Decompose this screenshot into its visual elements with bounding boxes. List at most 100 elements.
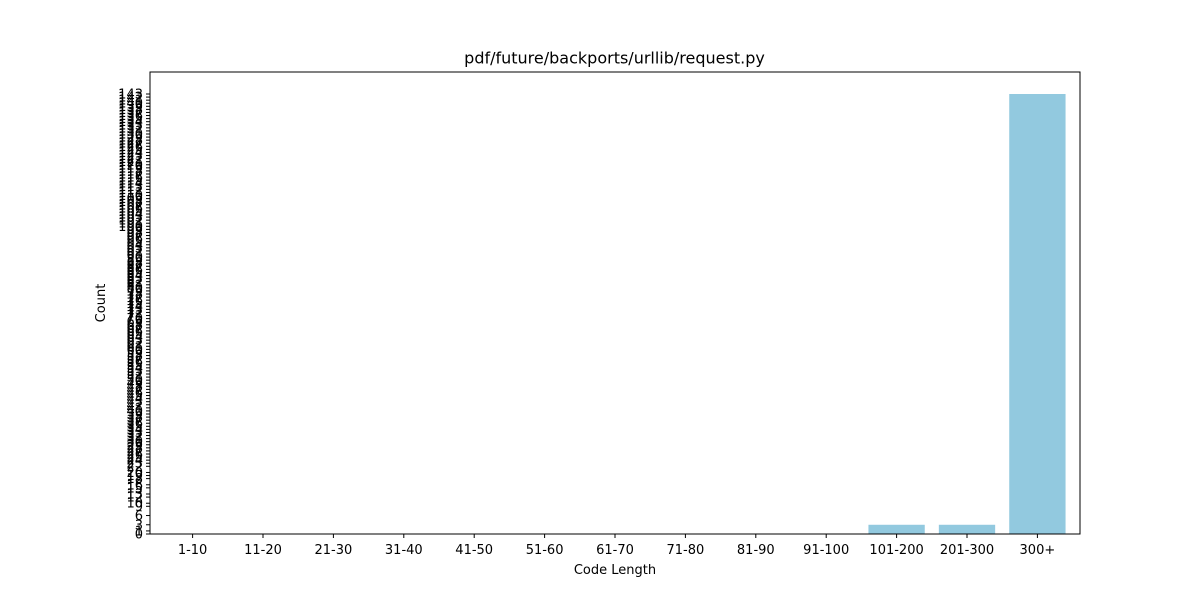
y-tick-label: 75 <box>126 297 143 312</box>
y-tick-label: 119 <box>118 161 143 176</box>
y-tick-label: 23 <box>126 457 143 472</box>
y-tick-label: 78 <box>126 288 143 303</box>
y-tick-label: 3 <box>135 518 143 533</box>
y-tick-label: 135 <box>118 112 143 127</box>
x-axis-title: Code Length <box>574 563 656 578</box>
x-tick-label: 201-300 <box>940 543 994 558</box>
y-tick-label: 87 <box>126 260 143 275</box>
y-axis: 0136910121315161819202223242526272829303… <box>118 88 150 543</box>
y-tick-label: 26 <box>126 448 143 463</box>
y-tick-label: 106 <box>118 201 143 216</box>
y-tick-label: 16 <box>126 478 143 493</box>
y-tick-label: 18 <box>126 472 143 487</box>
x-tick-label: 101-200 <box>869 543 923 558</box>
y-tick-label: 20 <box>126 466 143 481</box>
y-tick-label: 30 <box>126 435 143 450</box>
y-tick-label: 39 <box>126 408 143 423</box>
bars-group <box>868 94 1066 534</box>
y-tick-label: 109 <box>118 192 143 207</box>
y-tick-label: 88 <box>126 257 143 272</box>
y-tick-label: 81 <box>126 278 143 293</box>
y-tick-label: 72 <box>126 306 143 321</box>
y-tick-label: 15 <box>126 481 143 496</box>
y-tick-label: 134 <box>118 115 143 130</box>
y-tick-label: 60 <box>126 343 143 358</box>
y-tick-label: 111 <box>118 186 143 201</box>
y-tick-label: 43 <box>126 395 143 410</box>
y-tick-label: 143 <box>118 88 143 103</box>
y-tick-label: 92 <box>126 244 143 259</box>
y-tick-label: 1 <box>135 524 143 539</box>
y-tick-label: 133 <box>118 118 143 133</box>
y-tick-label: 59 <box>126 346 143 361</box>
chart-title: pdf/future/backports/urllib/request.py <box>464 49 765 68</box>
y-tick-label: 85 <box>126 266 143 281</box>
y-tick-label: 97 <box>126 229 143 244</box>
x-tick-label: 11-20 <box>244 543 282 558</box>
y-tick-label: 82 <box>126 275 143 290</box>
y-tick-label: 94 <box>126 238 143 253</box>
y-tick-label: 99 <box>126 223 143 238</box>
x-tick-label: 51-60 <box>526 543 564 558</box>
x-tick-label: 1-10 <box>178 543 208 558</box>
y-tick-label: 139 <box>118 100 143 115</box>
y-tick-label: 122 <box>118 152 143 167</box>
y-tick-label: 80 <box>126 281 143 296</box>
x-tick-label: 61-70 <box>596 543 634 558</box>
y-tick-label: 66 <box>126 324 143 339</box>
x-axis: 1-10 11-20 21-30 31-40 41-50 51-60 61-70 71-80 8… <box>178 534 1055 558</box>
y-tick-label: 52 <box>126 368 143 383</box>
y-tick-label: 10 <box>126 497 143 512</box>
y-tick-label: 68 <box>126 318 143 333</box>
y-tick-label: 12 <box>126 491 143 506</box>
y-tick-label: 108 <box>118 195 143 210</box>
y-tick-label: 58 <box>126 349 143 364</box>
y-tick-label: 65 <box>126 328 143 343</box>
y-tick-label: 91 <box>126 248 143 263</box>
y-tick-label: 48 <box>126 380 143 395</box>
y-tick-label: 142 <box>118 91 143 106</box>
y-tick-label: 50 <box>126 374 143 389</box>
y-tick-label: 27 <box>126 444 143 459</box>
y-tick-label: 118 <box>118 164 143 179</box>
y-tick-label: 22 <box>126 460 143 475</box>
y-tick-label: 132 <box>118 121 143 136</box>
y-tick-label: 136 <box>118 109 143 124</box>
y-tick-label: 86 <box>126 263 143 278</box>
y-tick-label: 56 <box>126 355 143 370</box>
y-tick-label: 34 <box>126 423 143 438</box>
y-tick-label: 114 <box>118 177 143 192</box>
y-tick-label: 9 <box>135 500 143 515</box>
y-tick-label: 101 <box>118 217 143 232</box>
y-tick-label: 61 <box>126 340 143 355</box>
y-tick-label: 112 <box>118 183 143 198</box>
y-tick-label: 62 <box>126 337 143 352</box>
y-tick-label: 49 <box>126 377 143 392</box>
y-tick-label: 77 <box>126 291 143 306</box>
y-tick-label: 130 <box>118 128 143 143</box>
y-tick-label: 117 <box>118 168 143 183</box>
y-tick-label: 37 <box>126 414 143 429</box>
y-tick-label: 46 <box>126 386 143 401</box>
y-tick-label: 32 <box>126 429 143 444</box>
y-tick-label: 31 <box>126 432 143 447</box>
y-tick-label: 44 <box>126 392 143 407</box>
y-tick-label: 70 <box>126 312 143 327</box>
y-tick-label: 63 <box>126 334 143 349</box>
y-tick-label: 79 <box>126 284 143 299</box>
y-tick-label: 36 <box>126 417 143 432</box>
y-tick-label: 42 <box>126 398 143 413</box>
bar-201-300 <box>938 524 996 534</box>
y-tick-label: 124 <box>118 146 143 161</box>
x-tick-label: 81-90 <box>737 543 775 558</box>
y-tick-label: 45 <box>126 389 143 404</box>
y-tick-label: 105 <box>118 204 143 219</box>
y-tick-label: 137 <box>118 106 143 121</box>
y-tick-label: 129 <box>118 131 143 146</box>
x-tick-label: 21-30 <box>315 543 353 558</box>
y-tick-label: 120 <box>118 158 143 173</box>
y-tick-label: 126 <box>118 140 143 155</box>
x-tick-label: 31-40 <box>385 543 423 558</box>
y-tick-label: 96 <box>126 232 143 247</box>
